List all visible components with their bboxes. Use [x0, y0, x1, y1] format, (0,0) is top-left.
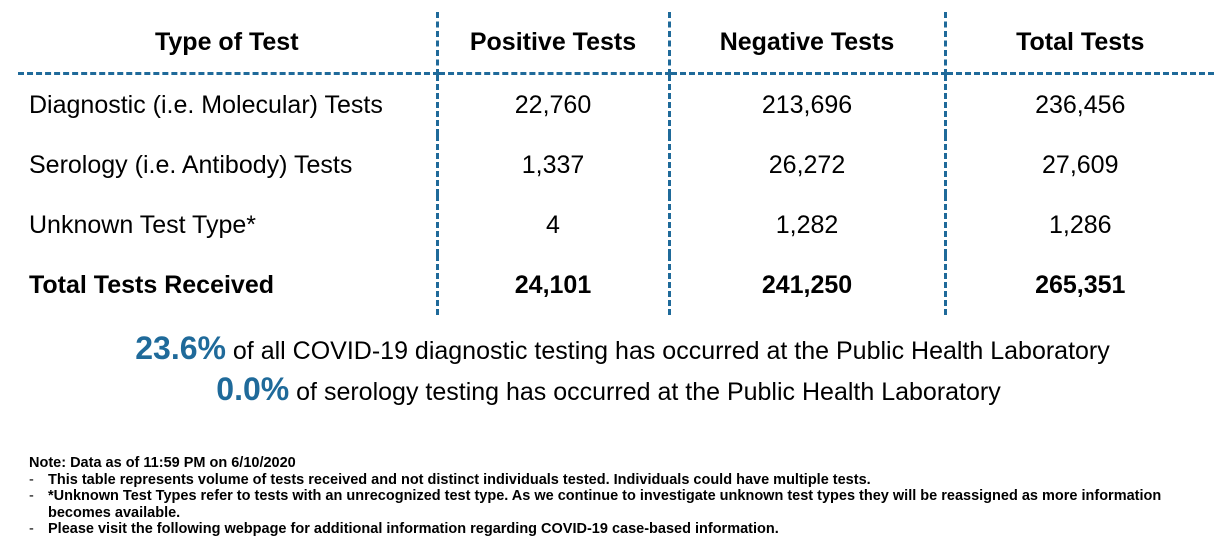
row-type: Diagnostic (i.e. Molecular) Tests	[18, 73, 439, 135]
note-item: - Please visit the following webpage for…	[29, 521, 1199, 538]
note-text: Please visit the following webpage for a…	[48, 521, 779, 537]
tests-table-container: Type of Test Positive Tests Negative Tes…	[18, 12, 1214, 317]
row-total: 236,456	[1035, 90, 1126, 119]
bullet-dash: -	[29, 521, 34, 537]
header-type-of-test: Type of Test	[18, 12, 439, 75]
bullet-dash: -	[29, 488, 34, 504]
notes-heading: Note: Data as of 11:59 PM on 6/10/2020	[29, 455, 296, 471]
table-row: Serology (i.e. Antibody) Tests 1,337 26,…	[18, 135, 1214, 195]
row-positive: 22,760	[437, 73, 671, 135]
tests-table: Type of Test Positive Tests Negative Tes…	[18, 12, 1214, 315]
row-negative: 1,282	[669, 195, 947, 255]
serology-summary: 0.0% of serology testing has occurred at…	[0, 371, 1217, 408]
row-type: Unknown Test Type*	[18, 195, 439, 255]
total-positive: 24,101	[437, 255, 671, 315]
row-positive: 1,337	[437, 135, 671, 195]
row-type: Serology (i.e. Antibody) Tests	[18, 135, 439, 195]
serology-percentage: 0.0%	[216, 371, 290, 407]
note-item: - This table represents volume of tests …	[29, 472, 1199, 489]
row-total: 1,286	[1048, 210, 1112, 239]
note-text: This table represents volume of tests re…	[48, 471, 871, 488]
diagnostic-summary: 23.6% of all COVID-19 diagnostic testing…	[0, 330, 1217, 367]
note-item: - *Unknown Test Types refer to tests wit…	[29, 488, 1199, 521]
note-text: *Unknown Test Types refer to tests with …	[48, 488, 1162, 521]
total-total: 265,351	[1035, 270, 1126, 299]
table-row: Diagnostic (i.e. Molecular) Tests 22,760…	[18, 73, 1214, 135]
header-negative-tests: Negative Tests	[669, 12, 947, 75]
total-negative: 241,250	[669, 255, 947, 315]
bullet-dash: -	[29, 471, 34, 488]
row-positive: 4	[437, 195, 671, 255]
total-row: Total Tests Received 24,101 241,250 265,…	[18, 255, 1214, 315]
notes-section: Note: Data as of 11:59 PM on 6/10/2020 -…	[29, 455, 1199, 538]
row-negative: 26,272	[669, 135, 947, 195]
table-header-row: Type of Test Positive Tests Negative Tes…	[18, 12, 1214, 75]
header-total-tests: Total Tests	[945, 12, 1214, 75]
diagnostic-summary-text: of all COVID-19 diagnostic testing has o…	[232, 337, 1110, 365]
row-negative: 213,696	[669, 73, 947, 135]
total-row-label: Total Tests Received	[18, 255, 439, 315]
header-positive-tests: Positive Tests	[437, 12, 671, 75]
diagnostic-percentage: 23.6%	[135, 330, 226, 366]
row-total: 27,609	[1042, 150, 1119, 179]
serology-summary-text: of serology testing has occurred at the …	[296, 378, 1001, 406]
table-row: Unknown Test Type* 4 1,282 1,286	[18, 195, 1214, 255]
notes-list: - This table represents volume of tests …	[29, 472, 1199, 538]
